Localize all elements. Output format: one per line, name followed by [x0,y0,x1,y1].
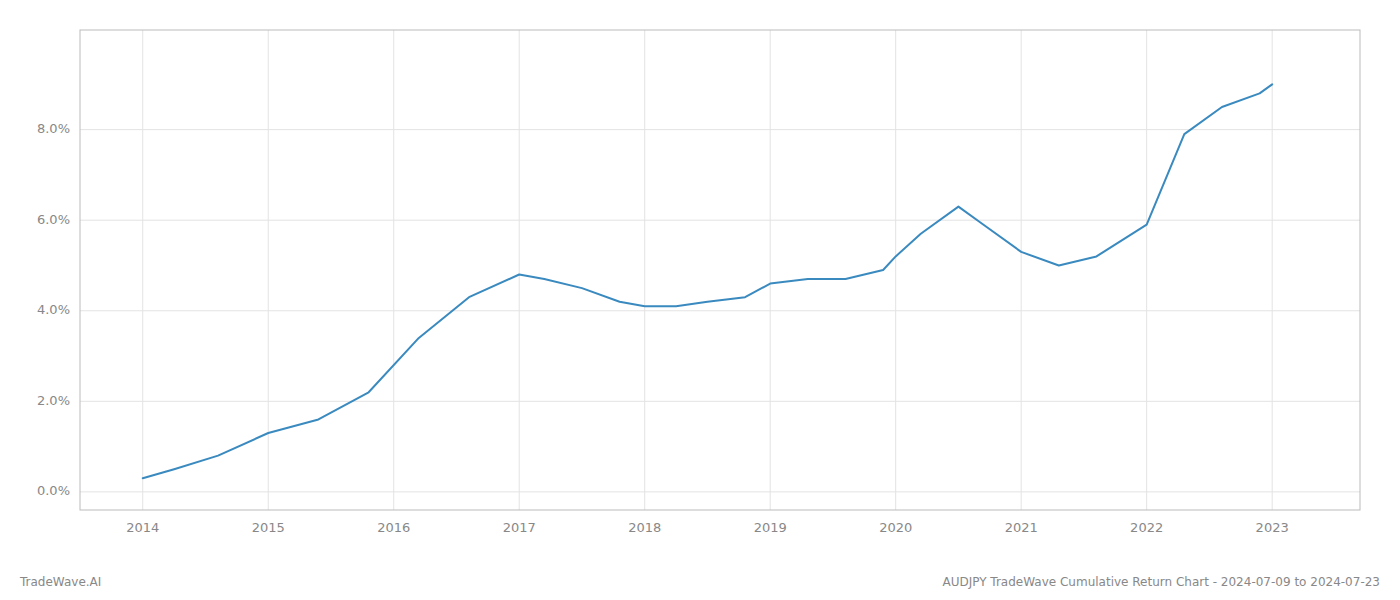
grid-line [895,30,896,510]
x-tick-label: 2019 [754,520,787,535]
line [143,84,1272,478]
footer: AUDJPY TradeWave Cumulative Return Chart… [942,575,1380,589]
grid-line [770,30,771,510]
y-tick-label: 0.0% [37,483,70,498]
grid-line [519,30,520,510]
chart: 0.0% 2.0% 4.0% 6.0% 8.0% 2014 2015 2016 2017 2018… [0,0,1400,600]
x-tick-label: 2018 [628,520,661,535]
grid-line [80,220,1360,221]
grid-line [1146,30,1147,510]
grid-line [1272,30,1273,510]
x-tick-label: 2015 [252,520,285,535]
grid-line [80,310,1360,311]
grid-line [80,129,1360,130]
x-tick-label: 2021 [1005,520,1038,535]
y-tick-label: 4.0% [37,302,70,317]
grid-line [142,30,143,510]
grid-line [80,401,1360,402]
grid-line [393,30,394,510]
ticks: 0.0% 2.0% 4.0% 6.0% 8.0% 2014 2015 2016 2017 2018… [37,121,1289,535]
grid-line [80,491,1360,492]
grid [80,30,1360,510]
x-tick-label: 2022 [1130,520,1163,535]
plot-area [143,84,1272,478]
x-tick-label: 2014 [126,520,159,535]
y-tick-label: 8.0% [37,121,70,136]
y-tick-label: 2.0% [37,393,70,408]
grid-line [1021,30,1022,510]
plot-frame [80,30,1360,510]
footer: TradeWave.AI [19,575,101,589]
grid-line [268,30,269,510]
x-tick-label: 2016 [377,520,410,535]
grid-line [644,30,645,510]
y-tick-label: 6.0% [37,212,70,227]
x-tick-label: 2020 [879,520,912,535]
x-tick-label: 2017 [503,520,536,535]
x-tick-label: 2023 [1256,520,1289,535]
